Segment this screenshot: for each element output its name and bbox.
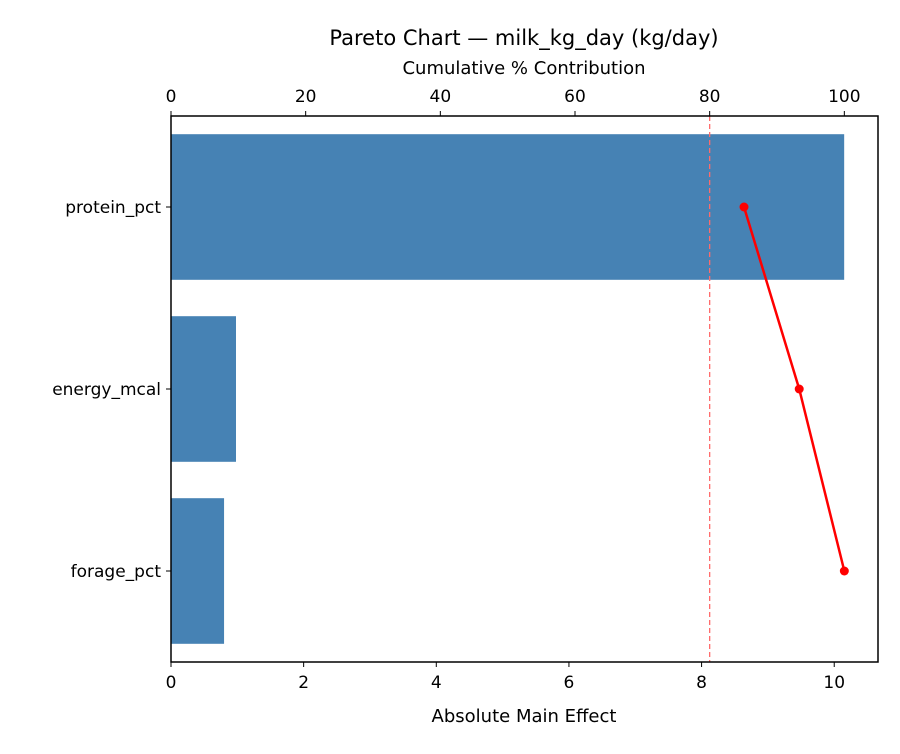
x-axis-label: Absolute Main Effect — [432, 706, 617, 727]
x-tick-label: 6 — [564, 673, 575, 693]
x-tick-label: 4 — [431, 673, 442, 693]
x-tick-label: 0 — [166, 673, 177, 693]
plot-frame — [170, 115, 879, 663]
top-tick-label: 20 — [295, 87, 317, 107]
x-tick-label: 8 — [696, 673, 707, 693]
top-tick-label: 0 — [166, 87, 177, 107]
top-axis-label: Cumulative % Contribution — [402, 58, 645, 79]
y-tick-label: forage_pct — [71, 562, 162, 582]
x-tick-label: 2 — [298, 673, 309, 693]
cumulative-point-energy_mcal — [794, 384, 804, 394]
top-tick-label: 60 — [564, 87, 586, 107]
bar-forage_pct — [171, 498, 225, 644]
x-tick-label: 10 — [823, 673, 845, 693]
y-tick-label: protein_pct — [65, 198, 161, 218]
bar-energy_mcal — [171, 316, 236, 462]
cumulative-point-forage_pct — [839, 566, 849, 576]
chart-title: Pareto Chart — milk_kg_day (kg/day) — [329, 26, 718, 51]
y-tick-label: energy_mcal — [52, 380, 161, 400]
top-tick-label: 40 — [430, 87, 452, 107]
top-tick-label: 80 — [699, 87, 721, 107]
top-tick-label: 100 — [828, 87, 860, 107]
bar-protein_pct — [171, 134, 845, 280]
cumulative-point-protein_pct — [739, 202, 749, 212]
